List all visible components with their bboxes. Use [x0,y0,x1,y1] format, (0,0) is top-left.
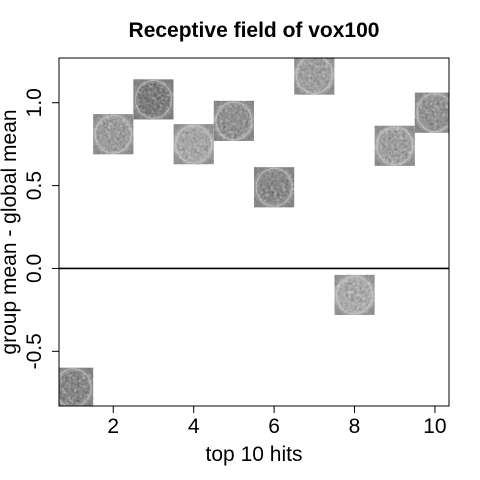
y-tick-label: 0.0 [23,254,46,283]
data-point-thumbnail [374,125,415,166]
y-tick-label: 1.0 [23,88,46,117]
plot-frame [58,57,450,407]
data-point-thumbnail [173,124,214,165]
y-tick-label: -0.5 [23,333,46,369]
x-tick-label: 6 [268,415,280,438]
y-tick-label: 0.5 [23,171,46,200]
y-axis-label: group mean - global mean [0,109,21,354]
x-tick-label: 10 [423,415,446,438]
x-tick-label: 4 [188,415,200,438]
x-axis-label: top 10 hits [206,443,303,466]
plot-area [59,58,449,406]
x-tick-label: 8 [349,415,361,438]
data-point-thumbnail [59,367,94,406]
data-point-thumbnail [133,79,174,120]
data-point-thumbnail [93,114,134,155]
x-tick-label: 2 [107,415,119,438]
data-point-thumbnail [254,167,295,208]
data-point-thumbnail [414,92,449,133]
data-point-thumbnail [213,100,254,141]
data-point-thumbnail [294,58,335,95]
data-point-thumbnail [334,274,375,315]
chart-title: Receptive field of vox100 [129,19,380,42]
